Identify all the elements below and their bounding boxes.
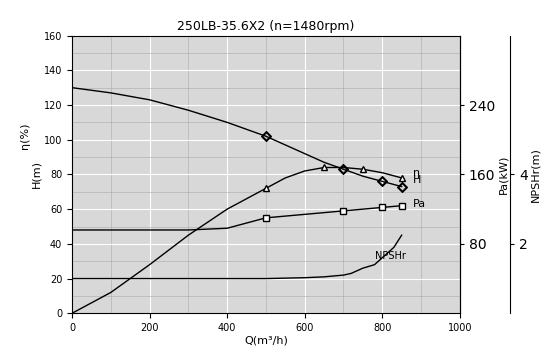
Text: η(%): η(%) (20, 122, 30, 148)
Y-axis label: Pa(kW): Pa(kW) (498, 155, 508, 194)
Text: η: η (413, 168, 420, 178)
Y-axis label: H(m): H(m) (31, 161, 41, 188)
Y-axis label: NPSHr(m): NPSHr(m) (531, 147, 541, 202)
Title: 250LB-35.6X2 (n=1480rpm): 250LB-35.6X2 (n=1480rpm) (177, 20, 355, 33)
Text: H: H (413, 175, 422, 185)
Text: NPSHr: NPSHr (375, 251, 406, 261)
Text: Pa: Pa (413, 199, 427, 209)
X-axis label: Q(m³/h): Q(m³/h) (244, 336, 288, 346)
